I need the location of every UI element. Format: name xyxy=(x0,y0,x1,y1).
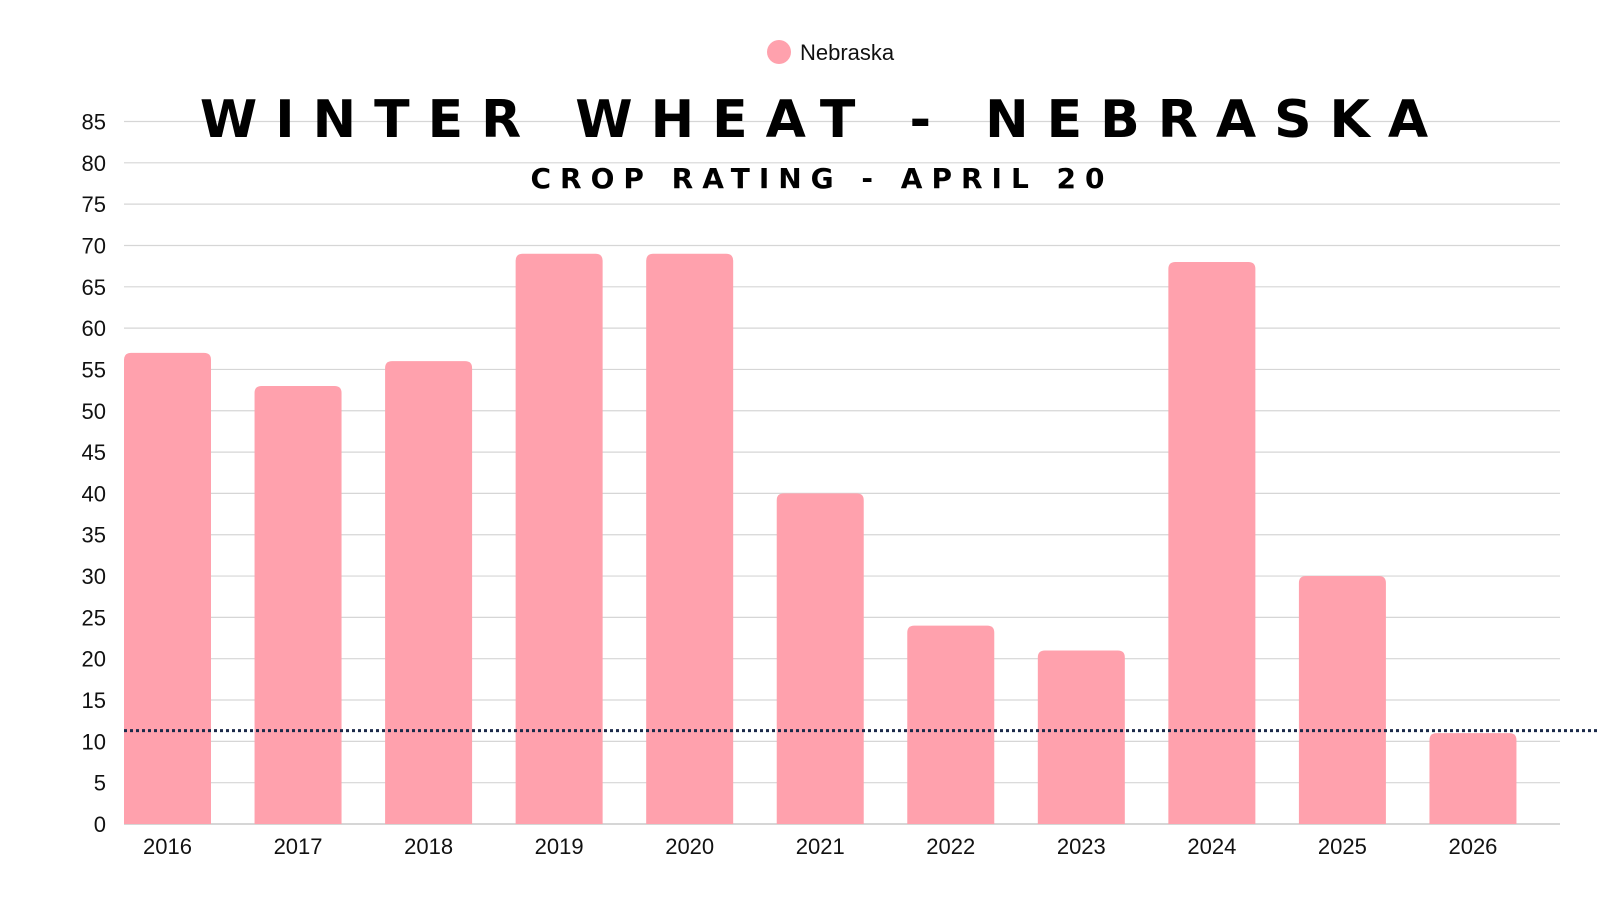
y-tick-label-20: 20 xyxy=(82,647,106,672)
bar-2021 xyxy=(776,493,864,824)
x-tick-label-2024: 2024 xyxy=(1187,834,1236,859)
chart-subtitle: CROP RATING - APRIL 20 xyxy=(530,162,1113,195)
x-tick-label-2020: 2020 xyxy=(665,834,714,859)
y-tick-label-30: 30 xyxy=(82,564,106,589)
x-tick-label-2021: 2021 xyxy=(796,834,845,859)
y-tick-label-25: 25 xyxy=(82,605,106,630)
bar-2025 xyxy=(1298,576,1386,824)
bar-2016 xyxy=(124,352,211,824)
bar-2024 xyxy=(1168,262,1256,824)
x-tick-label-2025: 2025 xyxy=(1318,834,1367,859)
y-tick-label-5: 5 xyxy=(94,771,106,796)
y-axis: 0 5 10 15 20 25 30 35 40 45 50 55 60 65 70 75 80 85 xyxy=(82,110,106,838)
y-tick-label-15: 15 xyxy=(82,688,106,713)
y-tick-label-55: 55 xyxy=(82,357,106,382)
legend-swatch-nebraska xyxy=(767,40,791,64)
y-tick-label-35: 35 xyxy=(82,523,106,548)
x-tick-label-2023: 2023 xyxy=(1057,834,1106,859)
y-tick-label-65: 65 xyxy=(82,275,106,300)
bar-2023 xyxy=(1037,650,1125,824)
gridlines xyxy=(124,120,1560,825)
x-tick-label-2022: 2022 xyxy=(926,834,975,859)
bar-2020 xyxy=(646,253,734,824)
bar-2019 xyxy=(515,253,603,824)
y-tick-label-50: 50 xyxy=(82,399,106,424)
y-tick-label-75: 75 xyxy=(82,192,106,217)
y-tick-label-0: 0 xyxy=(94,812,106,837)
bar-2022 xyxy=(907,625,995,824)
legend: Nebraska xyxy=(767,40,895,65)
x-axis: 2016 2017 2018 2019 2020 2021 2022 2023 2024 2025… xyxy=(143,834,1497,859)
x-tick-label-2016: 2016 xyxy=(143,834,192,859)
legend-label-nebraska: Nebraska xyxy=(800,40,895,65)
y-tick-label-80: 80 xyxy=(82,151,106,176)
y-tick-label-60: 60 xyxy=(82,316,106,341)
y-tick-label-10: 10 xyxy=(82,729,106,754)
bar-2018 xyxy=(385,361,473,824)
chart-title: WINTER WHEAT - NEBRASKA xyxy=(200,90,1446,150)
bar-2017 xyxy=(254,385,342,824)
x-tick-label-2018: 2018 xyxy=(404,834,453,859)
y-tick-label-40: 40 xyxy=(82,481,106,506)
x-tick-label-2017: 2017 xyxy=(274,834,323,859)
y-tick-label-70: 70 xyxy=(82,233,106,258)
x-tick-label-2026: 2026 xyxy=(1448,834,1497,859)
y-tick-label-45: 45 xyxy=(82,440,106,465)
y-tick-label-85: 85 xyxy=(82,110,106,135)
bar-series-nebraska xyxy=(124,253,1517,824)
x-tick-label-2019: 2019 xyxy=(535,834,584,859)
bar-2026 xyxy=(1429,733,1517,824)
